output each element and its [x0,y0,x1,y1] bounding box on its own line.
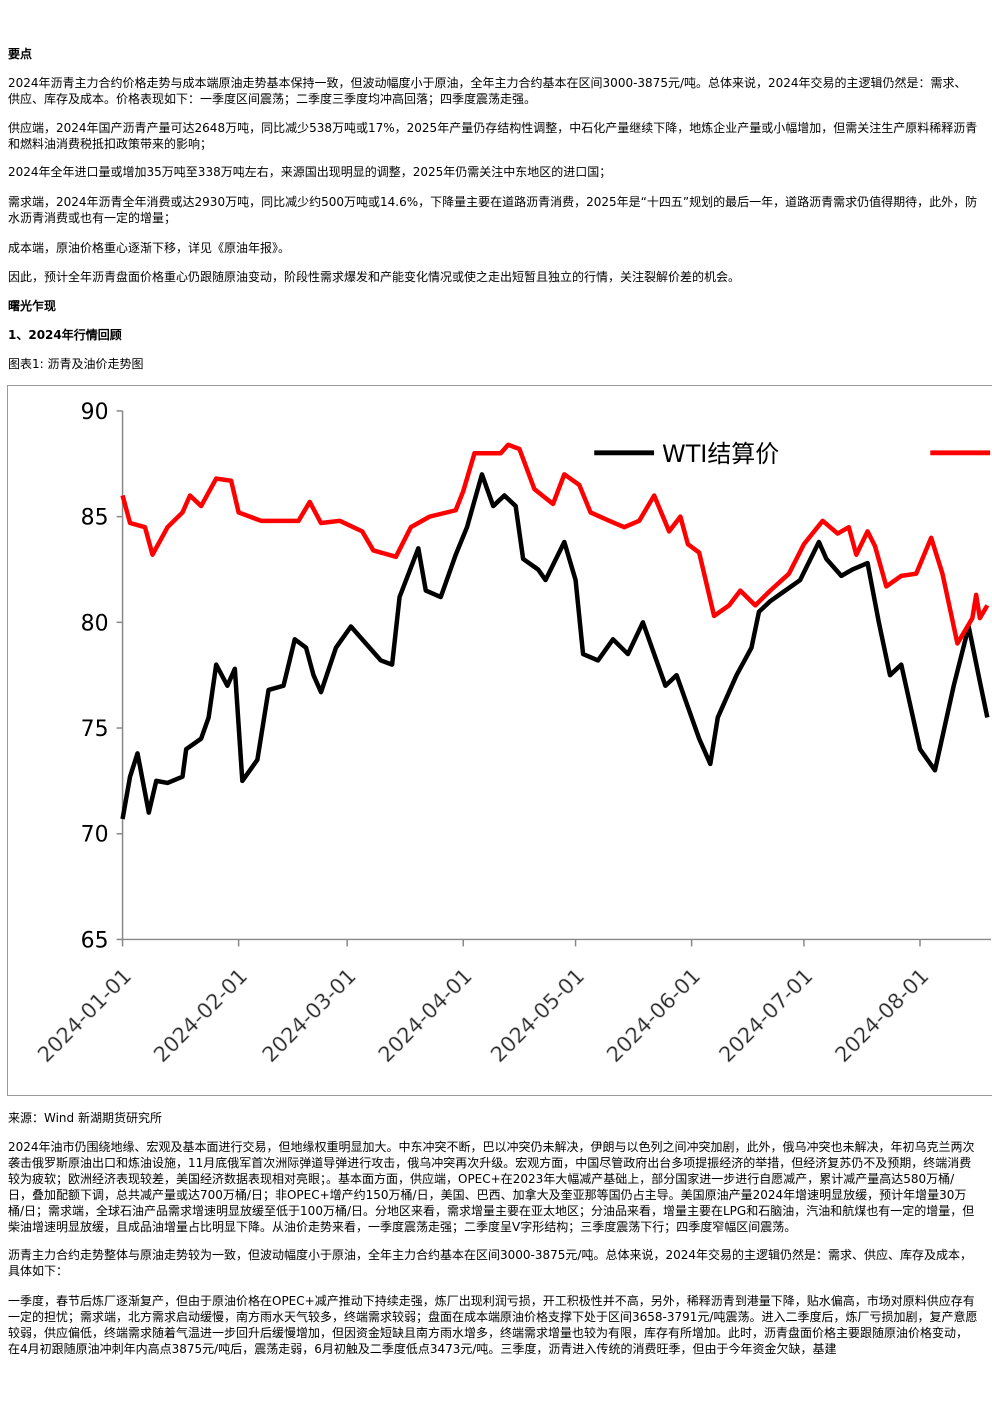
y-tick-label: 85 [81,506,109,531]
legend-label: WTI结算价 [662,440,779,468]
figure-caption: 图表1: 沥青及油价走势图 [8,357,144,371]
x-tick-label: 2024-07-01 [714,964,817,1067]
chart: 65 70 75 80 85 90 2024-01-01 2024-02-01 2024-03-… [7,385,992,1096]
source: 来源：Wind 新湖期货研究所 [8,1111,162,1125]
y-tick-label: 80 [81,611,109,636]
y-tick-label: 75 [81,717,109,742]
series-line [120,472,990,820]
plot-area [120,442,990,820]
series-line [120,442,990,646]
y-tick-label: 90 [81,400,109,425]
heading: 曙光乍现 [8,299,57,313]
paragraph: 2024年油市仍围绕地缘、宏观及基本面进行交易，但地缘权重明显加大。中东冲突不断… [8,1140,975,1234]
paragraph: 成本端，原油价格重心逐渐下移，详见《原油年报》。 [8,241,291,255]
paragraph: 2024年全年进口量或增加35万吨至338万吨左右，来源国出现明显的调整，202… [8,165,612,179]
paragraph: 因此，预计全年沥青盘面价格重心仍跟随原油变动，阶段性需求爆发和产能变化情况或使之… [8,270,741,284]
y-tick-label: 65 [81,928,109,953]
x-tick-label: 2024-04-01 [374,964,477,1067]
heading: 要点 [8,47,33,61]
x-tick-label: 2024-01-01 [33,964,136,1067]
x-tick-label: 2024-06-01 [602,964,705,1067]
paragraph: 沥青主力合约走势整体与原油走势较为一致，但波动幅度小于原油，全年主力合约基本在区… [8,1248,972,1278]
x-tick-label: 2024-02-01 [149,964,252,1067]
paragraph: 2024年沥青主力合约价格走势与成本端原油走势基本保持一致，但波动幅度小于原油，… [8,76,967,106]
paragraph: 一季度，春节后炼厂逐渐复产，但由于原油价格在OPEC+减产推动下持续走强，炼厂出… [8,1294,978,1356]
x-tick-label: 2024-03-01 [258,964,361,1067]
subheading: 1、2024年行情回顾 [8,328,122,342]
paragraph: 需求端，2024年沥青全年消费或达2930万吨，同比减少约500万吨或14.6%… [8,195,978,225]
x-tick-label: 2024-08-01 [830,964,933,1067]
x-tick-label: 2024-05-01 [486,964,589,1067]
y-tick-label: 70 [81,823,109,848]
paragraph: 供应端，2024年国产沥青产量可达2648万吨，同比减少538万吨或17%，20… [8,121,978,151]
